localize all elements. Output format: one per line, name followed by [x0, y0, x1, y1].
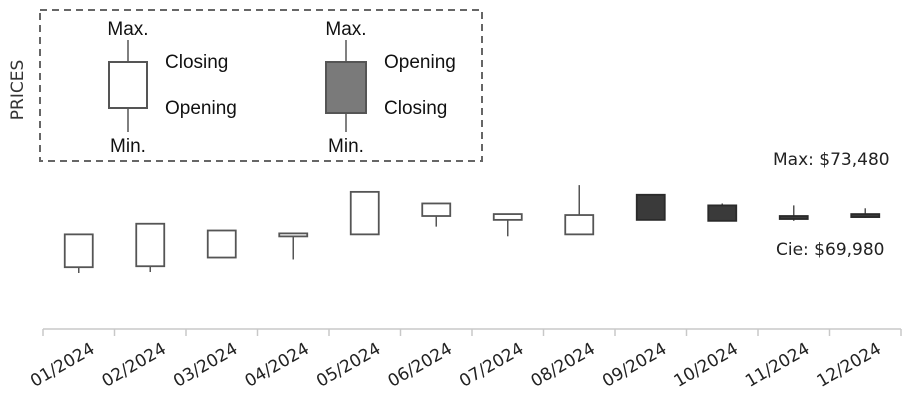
legend-border: [39, 9, 483, 162]
close-annotation: Cie: $69,980: [776, 240, 884, 260]
candle-body: [278, 232, 309, 238]
candle-body: [850, 213, 881, 218]
x-tick-label: 12/2024: [814, 339, 885, 392]
legend-up-upper-label: Closing: [165, 52, 228, 73]
legend-up-candle: [108, 61, 148, 109]
legend-down-min-label: Min.: [328, 136, 364, 157]
x-tick-label: 11/2024: [742, 339, 813, 392]
candle-body: [492, 213, 523, 221]
legend-up-lower-label: Opening: [165, 98, 237, 119]
legend-up-max-label: Max.: [107, 19, 148, 40]
x-tick-label: 03/2024: [170, 339, 241, 392]
candle-body: [421, 202, 452, 217]
x-tick-label: 04/2024: [242, 339, 313, 392]
legend-down-lower-label: Closing: [384, 98, 447, 119]
y-axis-label: PRICES: [8, 60, 28, 120]
x-axis: 01/2024 02/2024 03/2024 04/2024 05/2024 06/20…: [27, 328, 902, 392]
legend-down-max-label: Max.: [325, 19, 366, 40]
candle-body: [778, 215, 809, 220]
legend: Max. Closing Opening Min. Max. Opening C…: [39, 9, 483, 162]
legend-down-candle: [325, 61, 367, 114]
candle-body: [206, 229, 237, 259]
x-tick-label: 02/2024: [99, 339, 170, 392]
candles-layer: [63, 185, 881, 273]
x-tick-label: 05/2024: [313, 339, 384, 392]
candle-body: [349, 190, 380, 236]
legend-down-upper-label: Opening: [384, 52, 456, 73]
candle-body: [707, 204, 738, 222]
candle-body: [635, 193, 666, 221]
x-tick-label: 06/2024: [385, 339, 456, 392]
x-tick-label: 07/2024: [456, 339, 527, 392]
max-annotation: Max: $73,480: [773, 150, 890, 170]
x-tick-label: 10/2024: [671, 339, 742, 392]
x-tick-label: 01/2024: [27, 339, 98, 392]
candle-body: [135, 222, 166, 268]
x-tick-label: 09/2024: [599, 339, 670, 392]
legend-up-min-label: Min.: [110, 136, 146, 157]
x-tick-label: 08/2024: [528, 339, 599, 392]
candle-body: [63, 233, 94, 269]
candle-body: [564, 214, 595, 236]
